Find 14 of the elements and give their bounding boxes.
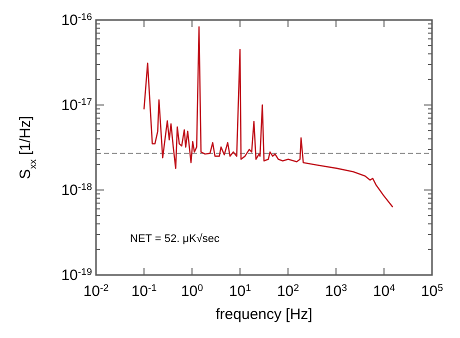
x-tick-label: 10$^{-2}$ bbox=[83, 282, 109, 300]
x-tick-label: 10$^{5}$ bbox=[420, 282, 444, 300]
annotation: NET = 52. μK√sec bbox=[130, 233, 220, 245]
x-tick-label: 10$^{0}$ bbox=[180, 282, 204, 300]
y-tick-label: 10$^{-18}$ bbox=[61, 182, 92, 199]
x-tick-label: 10$^{2}$ bbox=[276, 282, 300, 300]
x-tick-label: 10$^{1}$ bbox=[228, 282, 252, 300]
x-tick-label: 10$^{4}$ bbox=[372, 282, 396, 300]
y-tick-label: 10$^{-16}$ bbox=[61, 12, 92, 29]
x-tick-label: 10$^{-1}$ bbox=[131, 282, 157, 300]
x-axis-title: frequency [Hz] bbox=[216, 306, 312, 323]
y-tick-label: 10$^{-19}$ bbox=[61, 266, 92, 284]
y-tick-label: 10$^{-17}$ bbox=[61, 96, 92, 114]
x-tick-label: 10$^{3}$ bbox=[324, 282, 348, 300]
